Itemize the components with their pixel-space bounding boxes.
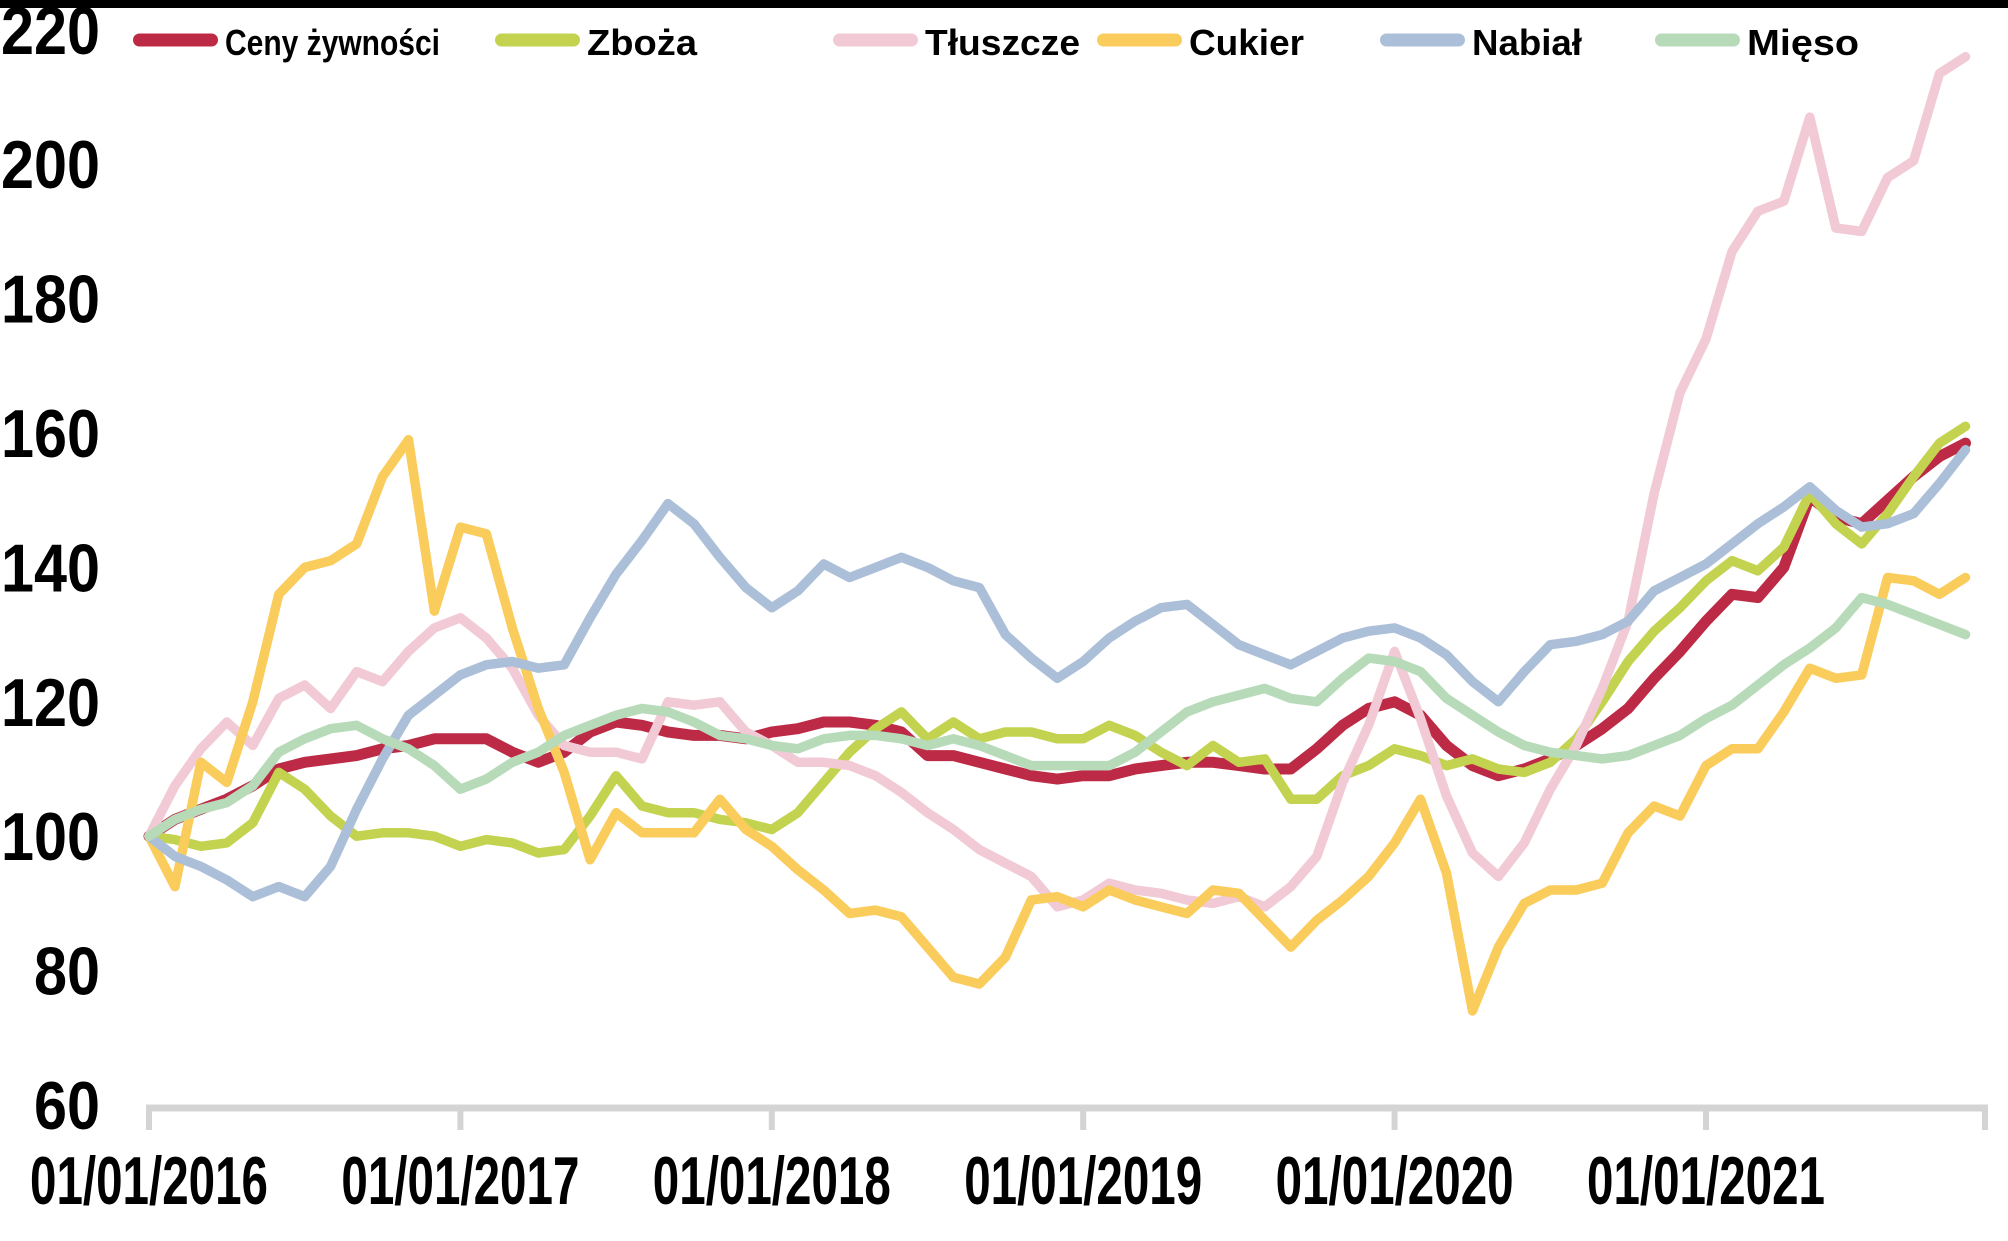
x-axis-label: 01/01/2020: [1276, 1143, 1514, 1219]
x-axis-label: 01/01/2018: [653, 1143, 891, 1219]
y-axis-label: 140: [1, 530, 100, 606]
legend-label: Cukier: [1189, 22, 1304, 63]
series-line-ceny-zywnosci: [143, 437, 1971, 842]
y-axis-label: 180: [1, 262, 100, 338]
y-axis-label: 160: [1, 396, 100, 472]
x-axis-label: 01/01/2021: [1587, 1143, 1825, 1219]
legend-item-zboza: Zboża: [495, 22, 698, 63]
legend-label: Zboża: [587, 22, 698, 63]
legend-swatch: [1097, 33, 1182, 47]
legend-item-mieso: Mięso: [1655, 22, 1859, 63]
series-line-mieso: [144, 592, 1971, 841]
series-line-cukier: [144, 434, 1971, 1016]
legend-item-ceny-zywnosci: Ceny żywności: [133, 22, 440, 63]
series-line-zboza: [144, 421, 1971, 858]
legend-label: Nabiał: [1472, 22, 1582, 63]
x-axis-label: 01/01/2016: [30, 1143, 268, 1219]
y-axis-label: 120: [1, 665, 100, 741]
legend-swatch: [833, 33, 918, 47]
series-line-tluszcze: [144, 51, 1971, 912]
legend-item-tluszcze: Tłuszcze: [833, 22, 1080, 63]
legend-item-cukier: Cukier: [1097, 22, 1304, 63]
y-axis-label: 100: [1, 799, 100, 875]
y-axis-label: 220: [1, 0, 100, 69]
y-axis-label: 60: [34, 1068, 100, 1144]
y-axis-label: 80: [34, 934, 100, 1010]
legend-swatch: [133, 33, 218, 47]
x-axis-label: 01/01/2017: [341, 1143, 579, 1219]
legend-item-nabial: Nabiał: [1380, 22, 1582, 63]
legend-swatch: [495, 33, 580, 47]
y-axis-label: 200: [1, 127, 100, 203]
legend-swatch: [1380, 33, 1465, 47]
series-line-nabial: [144, 445, 1971, 902]
legend-label: Ceny żywności: [225, 22, 440, 63]
legend-swatch: [1655, 33, 1740, 47]
top-border: [0, 0, 2008, 8]
legend-label: Mięso: [1747, 22, 1859, 63]
x-axis-label: 01/01/2019: [964, 1143, 1202, 1219]
legend-label: Tłuszcze: [925, 22, 1080, 63]
